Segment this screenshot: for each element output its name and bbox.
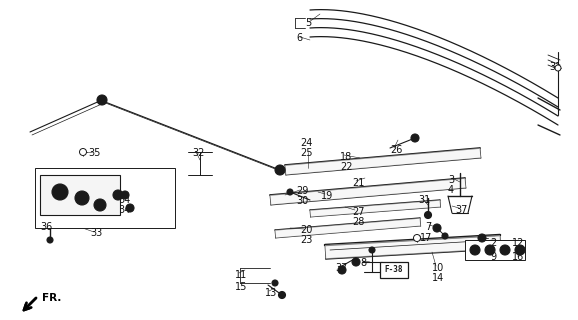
Text: 25: 25: [300, 148, 313, 158]
Circle shape: [52, 184, 68, 200]
Text: 32: 32: [192, 148, 205, 158]
Text: 28: 28: [352, 217, 364, 227]
Text: 34: 34: [118, 205, 130, 215]
Circle shape: [555, 65, 561, 71]
Circle shape: [433, 224, 441, 232]
Circle shape: [47, 237, 53, 243]
Polygon shape: [275, 218, 421, 238]
Circle shape: [272, 280, 278, 286]
Text: 4: 4: [448, 185, 454, 195]
Text: 36: 36: [40, 222, 52, 232]
Circle shape: [473, 249, 476, 252]
Text: 22: 22: [340, 162, 353, 172]
Text: 2: 2: [490, 238, 497, 248]
Polygon shape: [35, 168, 175, 228]
Circle shape: [488, 249, 491, 252]
Circle shape: [503, 249, 506, 252]
Text: 31: 31: [549, 62, 561, 72]
Circle shape: [126, 204, 134, 212]
Polygon shape: [285, 148, 481, 175]
Circle shape: [97, 95, 107, 105]
Circle shape: [518, 249, 521, 252]
Circle shape: [411, 134, 419, 142]
Text: 31: 31: [418, 195, 430, 205]
Text: 35: 35: [88, 148, 101, 158]
Circle shape: [279, 292, 286, 299]
Text: 23: 23: [300, 235, 312, 245]
Circle shape: [94, 199, 106, 211]
Circle shape: [500, 245, 510, 255]
Text: 5: 5: [305, 18, 311, 28]
Circle shape: [515, 245, 525, 255]
Text: 9: 9: [490, 252, 496, 262]
Circle shape: [116, 193, 120, 197]
Text: 24: 24: [300, 138, 312, 148]
Circle shape: [287, 189, 293, 195]
Circle shape: [352, 258, 360, 266]
Text: 34: 34: [118, 195, 130, 205]
Text: 7: 7: [425, 222, 431, 232]
Circle shape: [80, 148, 87, 156]
Text: 18: 18: [340, 152, 352, 162]
Text: 16: 16: [512, 252, 524, 262]
Circle shape: [121, 191, 129, 199]
Text: 12: 12: [512, 238, 524, 248]
Text: 30: 30: [296, 196, 308, 206]
Text: 17: 17: [420, 233, 432, 243]
Text: 13: 13: [265, 288, 277, 298]
Text: FR.: FR.: [42, 293, 61, 303]
Circle shape: [113, 190, 123, 200]
Circle shape: [478, 234, 486, 242]
Circle shape: [442, 233, 448, 239]
Text: 37: 37: [455, 205, 468, 215]
Text: 3: 3: [448, 175, 454, 185]
Text: 29: 29: [296, 186, 309, 196]
Text: 33: 33: [90, 228, 102, 238]
Text: 11: 11: [235, 270, 247, 280]
Circle shape: [413, 235, 421, 242]
Text: 6: 6: [296, 33, 302, 43]
Circle shape: [58, 190, 62, 194]
Polygon shape: [40, 175, 120, 215]
Circle shape: [75, 191, 89, 205]
Text: 10: 10: [432, 263, 444, 273]
Text: 15: 15: [235, 282, 247, 292]
Circle shape: [338, 266, 346, 274]
Text: 20: 20: [300, 225, 312, 235]
Text: 21: 21: [352, 178, 364, 188]
Polygon shape: [325, 235, 501, 259]
Bar: [465, 240, 525, 260]
Circle shape: [369, 247, 375, 253]
Circle shape: [275, 165, 285, 175]
Text: 26: 26: [390, 145, 402, 155]
Text: F-38: F-38: [385, 266, 403, 275]
Text: 27: 27: [352, 207, 365, 217]
Polygon shape: [270, 178, 466, 205]
Circle shape: [485, 245, 495, 255]
Polygon shape: [310, 200, 440, 217]
Circle shape: [80, 196, 84, 200]
Text: 37: 37: [335, 263, 347, 273]
Text: 19: 19: [321, 191, 334, 201]
Circle shape: [98, 203, 102, 207]
Bar: [380, 262, 408, 278]
Circle shape: [470, 245, 480, 255]
Circle shape: [424, 212, 432, 219]
Text: 8: 8: [360, 258, 366, 268]
Text: 14: 14: [432, 273, 444, 283]
